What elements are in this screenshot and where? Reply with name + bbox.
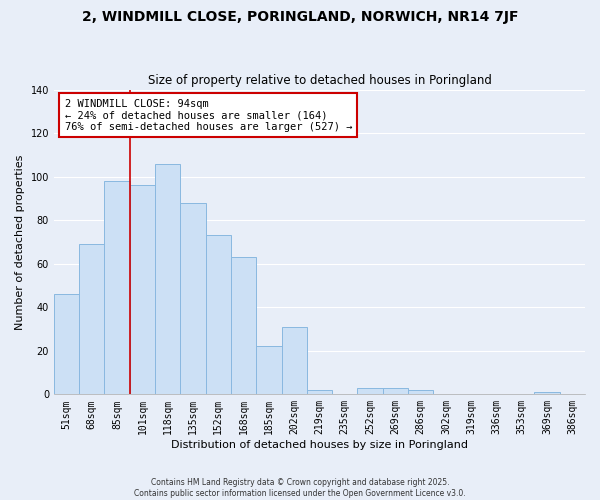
Bar	[79, 244, 104, 394]
Text: Contains HM Land Registry data © Crown copyright and database right 2025.
Contai: Contains HM Land Registry data © Crown c…	[134, 478, 466, 498]
Bar	[130, 186, 155, 394]
Bar	[54, 294, 79, 394]
Y-axis label: Number of detached properties: Number of detached properties	[15, 154, 25, 330]
Bar	[281, 327, 307, 394]
Bar	[358, 388, 383, 394]
X-axis label: Distribution of detached houses by size in Poringland: Distribution of detached houses by size …	[171, 440, 468, 450]
Text: 2 WINDMILL CLOSE: 94sqm
← 24% of detached houses are smaller (164)
76% of semi-d: 2 WINDMILL CLOSE: 94sqm ← 24% of detache…	[65, 98, 352, 132]
Bar	[307, 390, 332, 394]
Bar	[155, 164, 181, 394]
Bar	[206, 236, 231, 394]
Text: 2, WINDMILL CLOSE, PORINGLAND, NORWICH, NR14 7JF: 2, WINDMILL CLOSE, PORINGLAND, NORWICH, …	[82, 10, 518, 24]
Bar	[535, 392, 560, 394]
Bar	[408, 390, 433, 394]
Bar	[181, 203, 206, 394]
Bar	[383, 388, 408, 394]
Bar	[256, 346, 281, 395]
Title: Size of property relative to detached houses in Poringland: Size of property relative to detached ho…	[148, 74, 491, 87]
Bar	[231, 257, 256, 394]
Bar	[104, 181, 130, 394]
